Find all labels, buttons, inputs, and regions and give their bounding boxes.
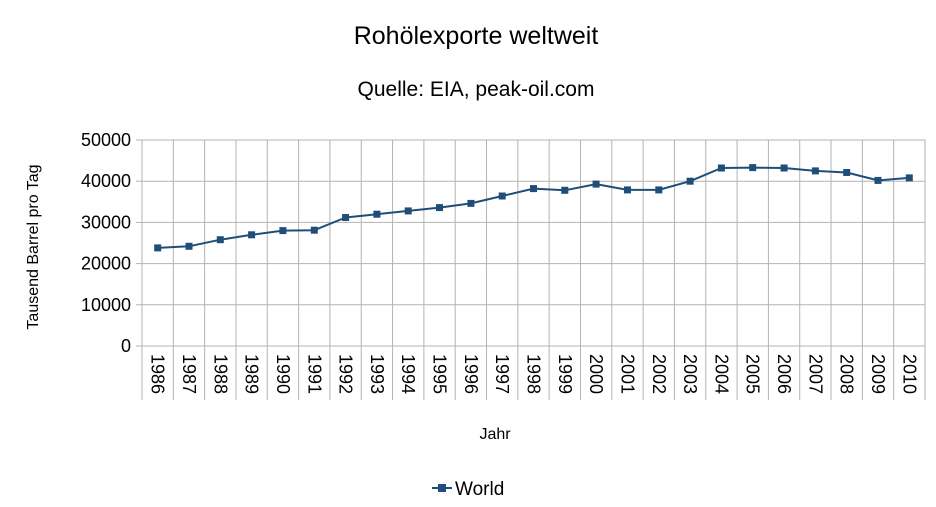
x-tick-label: 1993 <box>367 354 387 394</box>
y-tick-label: 20000 <box>81 254 131 274</box>
y-tick-label: 30000 <box>81 212 131 232</box>
x-tick-label: 1999 <box>555 354 575 394</box>
data-point <box>749 164 757 172</box>
data-point <box>498 192 506 200</box>
x-tick-label: 1995 <box>430 354 450 394</box>
data-point <box>404 207 412 215</box>
series-world <box>154 164 913 252</box>
x-tick-label: 1988 <box>210 354 230 394</box>
x-tick-label: 2005 <box>743 354 763 394</box>
chart-subtitle: Quelle: EIA, peak-oil.com <box>358 78 595 101</box>
data-point <box>185 242 193 250</box>
x-tick-label: 2000 <box>586 354 606 394</box>
data-point <box>373 210 381 218</box>
y-tick-label: 0 <box>121 336 131 356</box>
x-tick-label: 2007 <box>805 354 825 394</box>
x-tick-label: 1996 <box>461 354 481 394</box>
x-tick-label: 2002 <box>649 354 669 394</box>
x-tick-label: 1992 <box>336 354 356 394</box>
x-tick-label: 1989 <box>242 354 262 394</box>
data-point <box>843 169 851 176</box>
data-point <box>154 244 162 252</box>
x-tick-label: 1994 <box>398 354 418 394</box>
y-tick-label: 40000 <box>81 171 131 191</box>
data-point <box>436 204 443 212</box>
data-point <box>342 214 350 221</box>
data-point <box>561 186 569 194</box>
data-point <box>467 199 475 207</box>
y-axis: 0 10000 20000 30000 40000 50000 <box>81 130 142 356</box>
x-tick-label: 1991 <box>304 354 324 394</box>
data-point <box>905 174 913 182</box>
data-point <box>624 186 631 194</box>
data-point <box>310 226 318 234</box>
x-tick-label: 1997 <box>492 354 512 394</box>
x-axis: 1986 1987 1988 1989 1990 1991 1992 1993 1994 1995… <box>148 354 920 394</box>
x-tick-label: 2009 <box>868 354 888 394</box>
data-point <box>655 186 663 194</box>
data-point <box>216 236 224 244</box>
series-line <box>157 166 910 249</box>
chart-title: Rohölexporte weltweit <box>354 22 599 50</box>
x-tick-label: 2010 <box>899 354 919 394</box>
data-point <box>592 180 600 188</box>
legend-label-world: World <box>455 479 504 500</box>
data-point <box>780 164 788 172</box>
data-point <box>279 227 287 235</box>
x-tick-label: 1987 <box>179 354 199 394</box>
legend-swatch-marker <box>438 484 446 492</box>
data-point <box>686 177 694 185</box>
y-axis-title: Tausend Barrel pro Tag <box>25 164 42 329</box>
data-point <box>811 167 819 175</box>
data-point <box>874 176 882 184</box>
plot-area <box>141 139 926 347</box>
x-tick-label: 2004 <box>711 354 731 394</box>
x-axis-title: Jahr <box>479 426 511 443</box>
x-tick-label: 1990 <box>273 354 293 394</box>
y-tick-label: 10000 <box>81 295 131 315</box>
x-tick-label: 1986 <box>148 354 168 394</box>
x-tick-label: 2008 <box>837 354 857 394</box>
data-point <box>248 231 256 239</box>
data-point <box>530 185 537 193</box>
x-tick-label: 2001 <box>617 354 637 394</box>
y-tick-label: 50000 <box>81 130 131 150</box>
x-tick-label: 2003 <box>680 354 700 394</box>
data-point <box>717 164 725 172</box>
x-tick-label: 2006 <box>774 354 794 394</box>
legend: World <box>432 479 504 500</box>
x-tick-label: 1998 <box>524 354 544 394</box>
